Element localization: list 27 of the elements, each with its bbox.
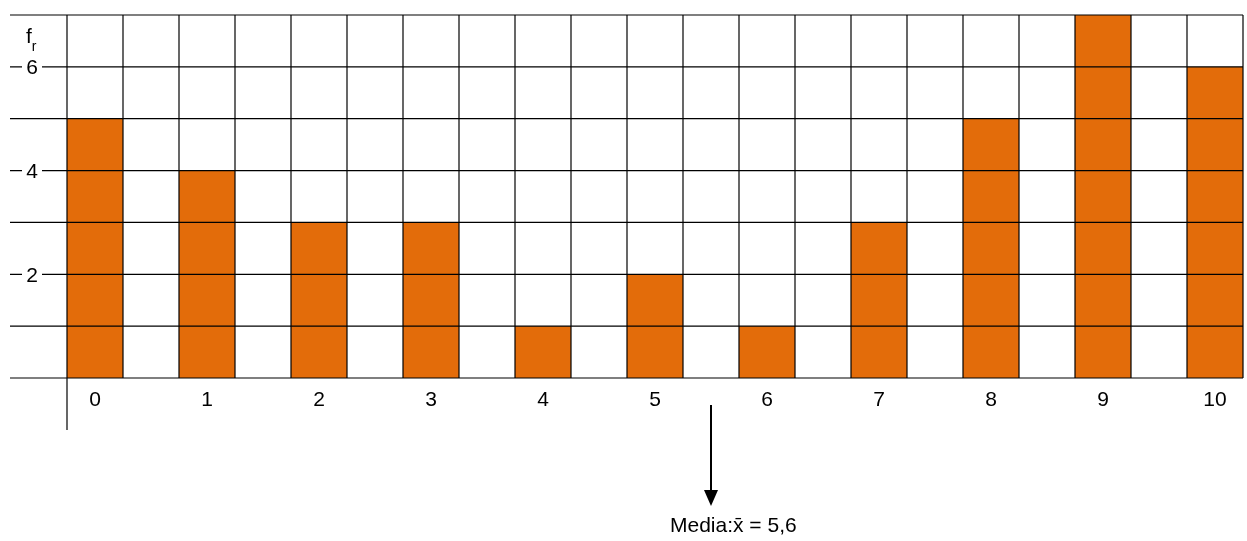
x-tick-label: 2 xyxy=(313,387,325,410)
bar xyxy=(515,326,571,378)
x-tick-label: 1 xyxy=(201,387,213,410)
x-tick-label: 8 xyxy=(985,387,997,410)
x-tick-label: 7 xyxy=(873,387,885,410)
bar xyxy=(963,118,1019,378)
x-tick-label: 9 xyxy=(1097,387,1109,410)
x-tick-label: 4 xyxy=(537,387,550,410)
y-tick-label: 4 xyxy=(26,158,39,182)
bar xyxy=(179,170,235,378)
bar xyxy=(1075,15,1131,378)
bar xyxy=(403,222,459,378)
y-axis-title: f$_{r}$ xyxy=(26,24,37,54)
bar xyxy=(851,222,907,378)
x-tick-label: 6 xyxy=(761,387,773,410)
y-tick-label: 2 xyxy=(26,262,38,286)
bar xyxy=(291,222,347,378)
text: Media:x̄ = 5,6 xyxy=(670,513,797,536)
x-tick-label: 10 xyxy=(1203,387,1227,410)
bar xyxy=(627,274,683,378)
x-tick-label: 5 xyxy=(649,387,661,410)
bar xyxy=(1187,66,1243,378)
x-tick-label: 0 xyxy=(89,387,101,410)
x-tick-label: 3 xyxy=(425,387,437,410)
bar xyxy=(739,326,795,378)
bar xyxy=(67,118,123,378)
y-tick-label: 6 xyxy=(26,55,38,79)
